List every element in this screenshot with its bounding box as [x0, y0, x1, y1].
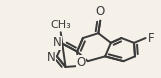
Text: O: O	[76, 56, 86, 69]
Text: O: O	[96, 5, 105, 18]
Text: F: F	[147, 32, 154, 45]
Text: CH₃: CH₃	[50, 20, 71, 30]
Text: N: N	[47, 51, 56, 64]
Text: N: N	[53, 36, 62, 49]
